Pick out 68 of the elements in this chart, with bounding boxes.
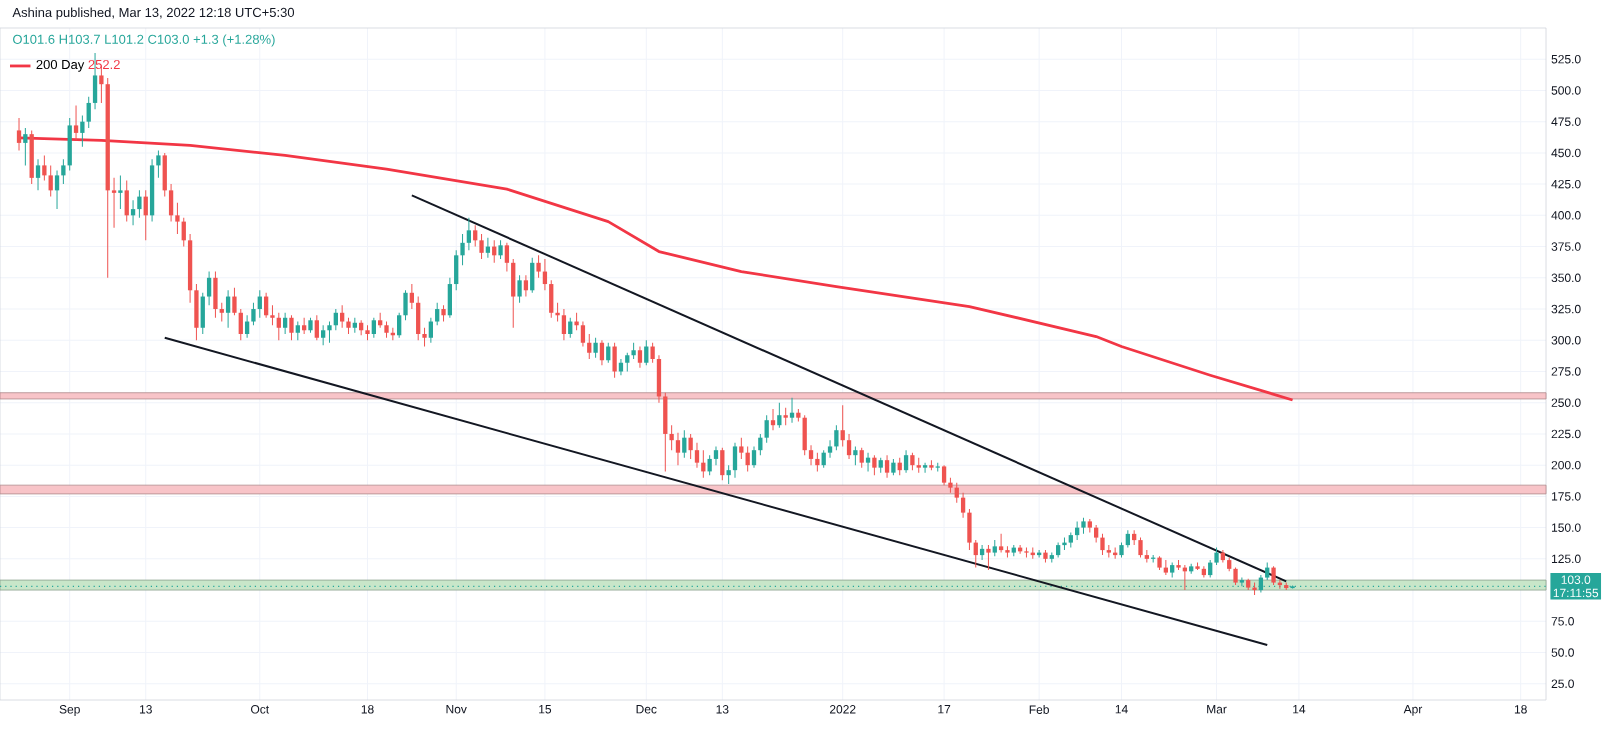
candlestick [612, 342, 617, 379]
candlestick [903, 449, 909, 474]
candlestick [16, 117, 22, 151]
candlestick [371, 317, 376, 339]
candlestick [530, 257, 535, 294]
candlestick [479, 233, 484, 260]
candlestick [1271, 565, 1276, 586]
candlestick [815, 452, 820, 472]
candlestick [23, 127, 28, 166]
candlestick [739, 437, 744, 460]
candlestick [789, 397, 795, 424]
candlestick [922, 462, 928, 474]
candlestick [720, 447, 725, 481]
candlestick [599, 339, 605, 366]
candlestick [517, 274, 522, 304]
candlestick [751, 445, 757, 469]
candlestick [694, 442, 700, 469]
candlestick [625, 352, 630, 372]
candlestick [1138, 537, 1143, 559]
candlestick [770, 408, 776, 431]
candlestick [282, 312, 288, 335]
candlestick [118, 174, 123, 210]
candlestick [54, 169, 60, 210]
candlestick [846, 433, 852, 460]
candlestick [688, 433, 693, 460]
candlestick [713, 445, 719, 466]
candlestick [48, 164, 53, 198]
candlestick [225, 289, 231, 329]
candlestick [986, 544, 991, 571]
candlestick [764, 414, 769, 444]
candlestick [637, 346, 643, 369]
candlestick [707, 454, 712, 476]
candlestick [73, 104, 79, 141]
candlestick [561, 308, 567, 341]
candlestick [523, 274, 529, 298]
candlestick [301, 317, 307, 335]
candlestick [276, 312, 281, 341]
candlestick [340, 304, 345, 329]
candlestick [29, 129, 34, 185]
candlestick [998, 533, 1004, 554]
candlestick [777, 402, 782, 429]
candlestick [580, 321, 586, 347]
candlestick [67, 117, 72, 171]
candlestick [428, 317, 434, 344]
candlestick [884, 454, 890, 479]
candlestick [865, 452, 871, 472]
candlestick [466, 217, 472, 251]
candlestick [941, 464, 947, 486]
candlestick [35, 158, 41, 191]
candlestick [213, 271, 218, 319]
candlestick [593, 337, 598, 359]
candlestick [1100, 533, 1105, 556]
candlestick [872, 454, 877, 476]
candlestick [853, 445, 858, 466]
candlestick [124, 179, 129, 223]
candlestick [320, 324, 326, 346]
candlestick [137, 189, 142, 219]
candlestick [498, 239, 503, 260]
candlestick [732, 442, 738, 479]
candlestick [473, 224, 478, 248]
candlestick [859, 447, 864, 469]
candlestick [314, 314, 319, 341]
candlestick [682, 429, 687, 459]
candlestick [295, 321, 300, 341]
candlestick [675, 432, 681, 466]
candlestick [644, 339, 649, 366]
candlestick [834, 424, 839, 451]
candlestick [289, 314, 294, 341]
